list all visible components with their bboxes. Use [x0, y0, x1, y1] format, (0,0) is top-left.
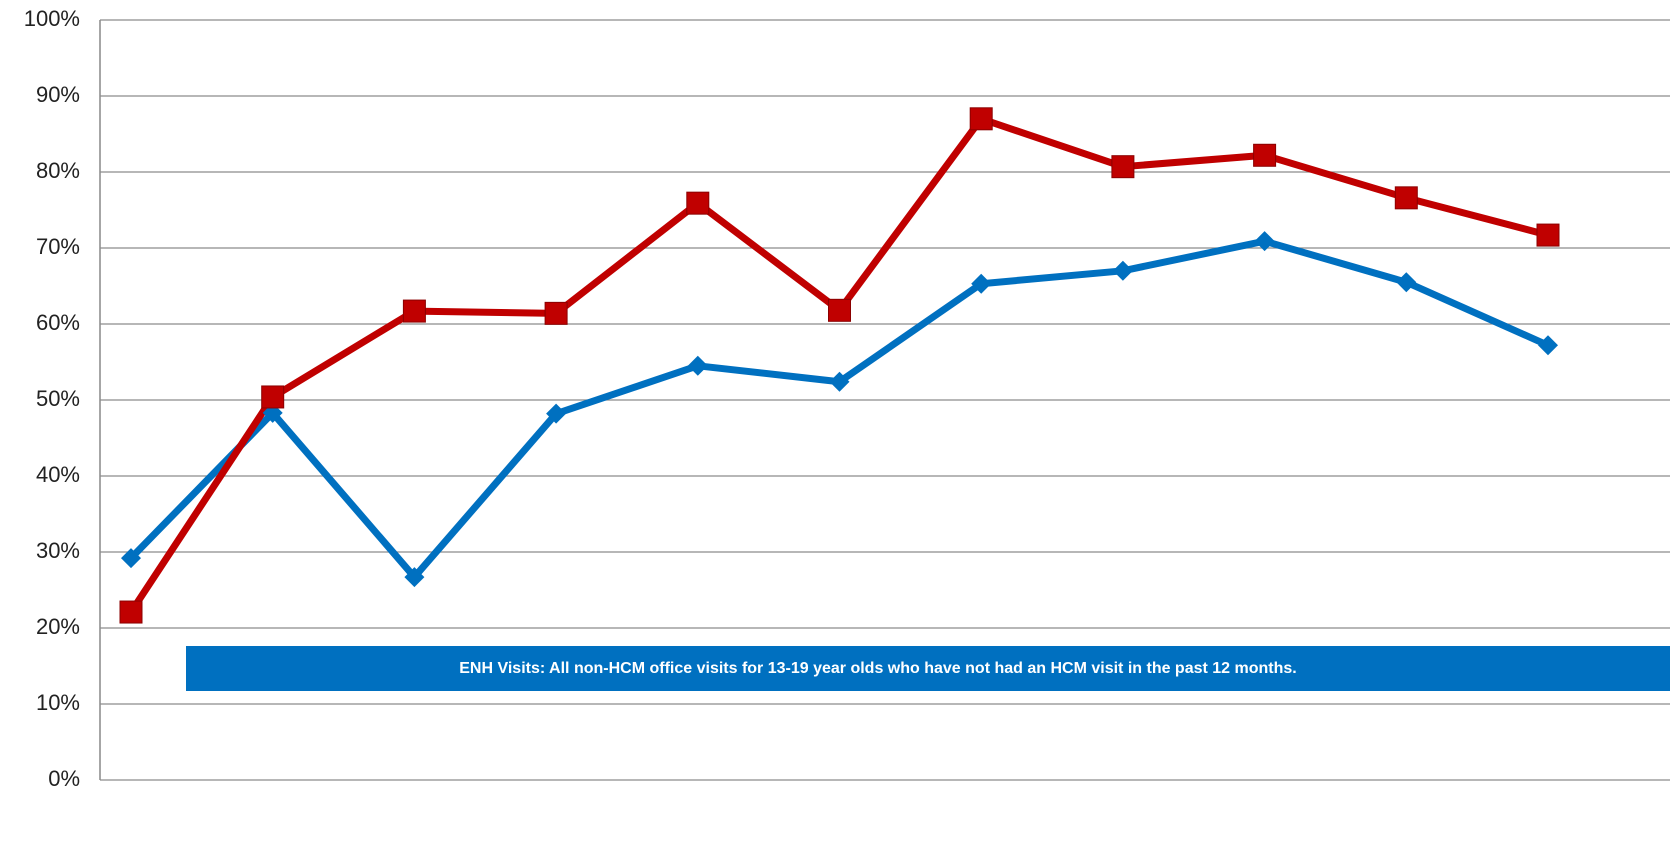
- series-line: [128, 237, 1550, 581]
- annotation-box: [186, 646, 1670, 691]
- marker: [121, 548, 141, 569]
- marker: [261, 385, 285, 409]
- y-tick-label: 100%: [24, 6, 80, 31]
- y-tick-label: 30%: [36, 538, 80, 563]
- y-tick-label: 50%: [36, 386, 80, 411]
- marker: [971, 273, 992, 294]
- marker: [1396, 272, 1417, 293]
- y-tick-label: 80%: [36, 158, 80, 183]
- y-tick-label: 10%: [36, 690, 80, 715]
- y-tick-label: 20%: [36, 614, 80, 639]
- marker: [404, 567, 425, 588]
- marker: [402, 299, 426, 323]
- marker: [828, 298, 851, 322]
- marker: [544, 301, 568, 325]
- marker: [969, 107, 993, 131]
- marker: [686, 191, 710, 215]
- y-tick-label: 90%: [36, 82, 80, 107]
- y-tick-label: 70%: [36, 234, 80, 259]
- y-tick-label: 0%: [48, 766, 80, 791]
- marker: [546, 403, 567, 424]
- y-tick-label: 40%: [36, 462, 80, 487]
- marker: [1253, 143, 1277, 167]
- marker: [1536, 223, 1560, 247]
- series-line: [128, 115, 1549, 614]
- marker: [1538, 335, 1558, 356]
- marker: [1111, 155, 1135, 179]
- marker: [1394, 186, 1418, 210]
- marker: [1254, 231, 1275, 252]
- annotation: ENH Visits: All non-HCM office visits fo…: [459, 660, 1296, 677]
- y-tick-label: 60%: [36, 310, 80, 335]
- marker: [687, 355, 708, 376]
- marker: [1112, 260, 1133, 281]
- marker: [829, 371, 850, 392]
- marker: [119, 600, 143, 624]
